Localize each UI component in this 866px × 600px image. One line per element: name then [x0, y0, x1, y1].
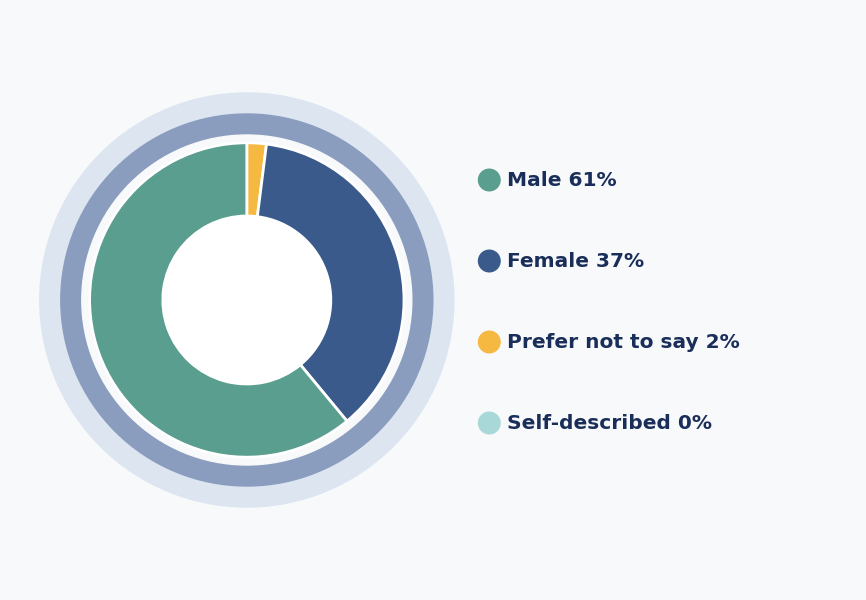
- Circle shape: [479, 331, 500, 353]
- Circle shape: [479, 250, 500, 272]
- Wedge shape: [89, 143, 347, 457]
- Circle shape: [479, 412, 500, 434]
- Circle shape: [81, 135, 412, 465]
- Circle shape: [40, 93, 454, 507]
- Wedge shape: [247, 143, 267, 217]
- Text: Male 61%: Male 61%: [507, 170, 617, 190]
- Text: Prefer not to say 2%: Prefer not to say 2%: [507, 332, 740, 352]
- Circle shape: [479, 169, 500, 191]
- Text: Self-described 0%: Self-described 0%: [507, 413, 713, 433]
- Circle shape: [163, 216, 331, 384]
- Circle shape: [61, 114, 433, 486]
- Wedge shape: [257, 144, 404, 421]
- Text: Female 37%: Female 37%: [507, 251, 644, 271]
